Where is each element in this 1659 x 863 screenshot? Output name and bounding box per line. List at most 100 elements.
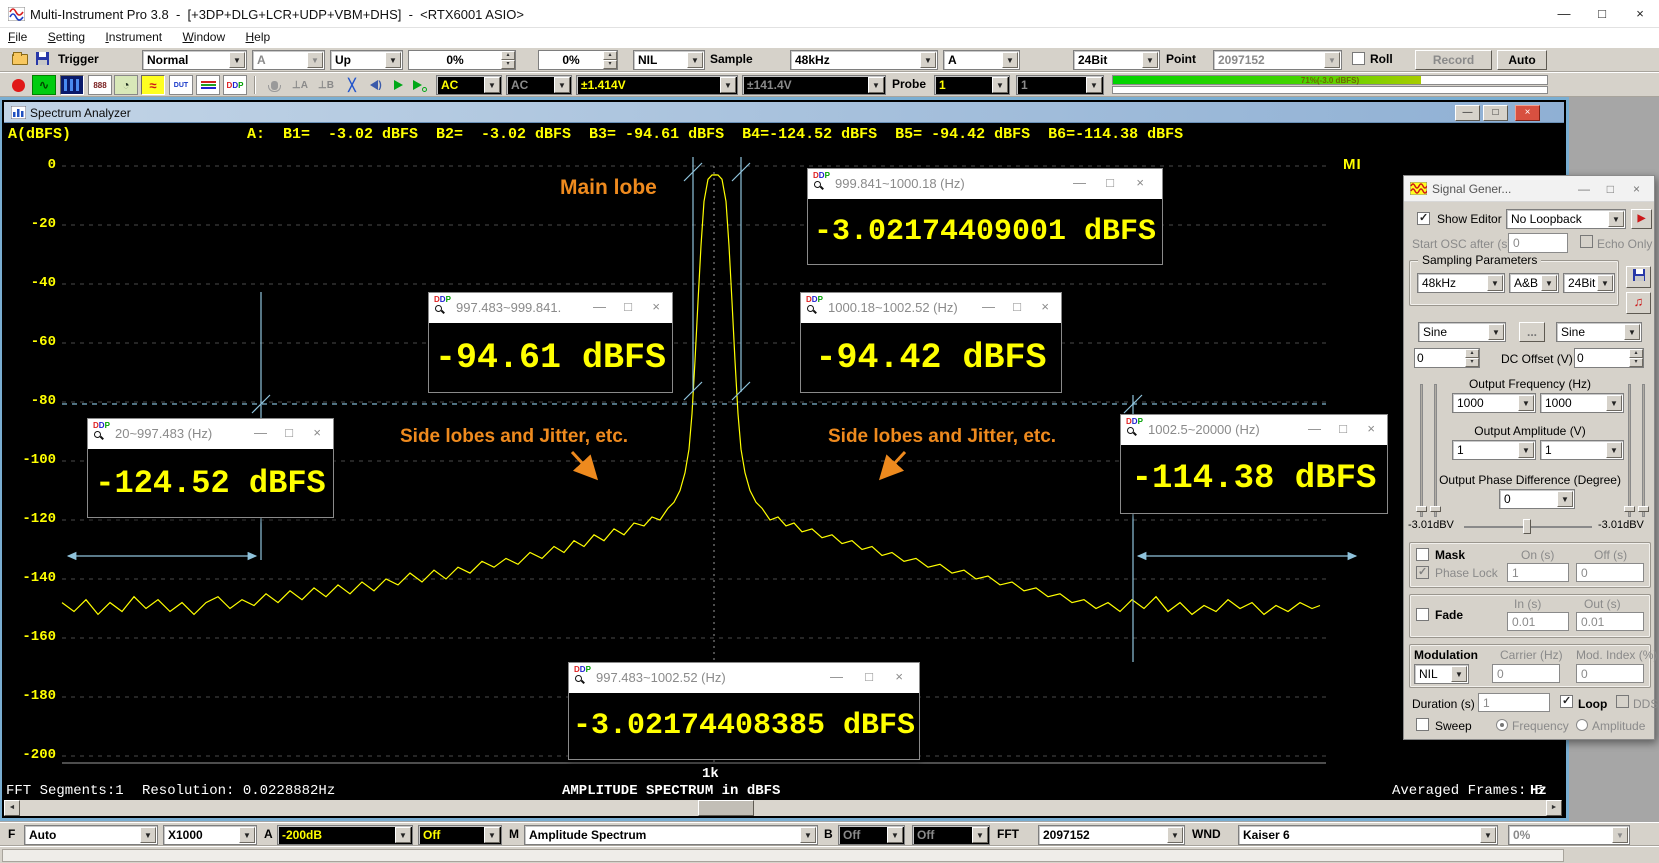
siggen-bits-select[interactable]: 24Bit ▼ [1563, 273, 1615, 293]
close-icon[interactable]: × [1136, 175, 1144, 190]
fade-checkbox[interactable] [1416, 608, 1429, 621]
loopback-select[interactable]: No Loopback ▼ [1506, 209, 1626, 229]
amplitude-slider-a1[interactable] [1420, 384, 1423, 517]
phase-select[interactable]: 0 ▼ [1499, 489, 1575, 509]
signal-generator-icon[interactable]: ≈ [141, 75, 165, 95]
coupling-a-select[interactable]: AC ▼ [436, 75, 502, 95]
chevron-down-icon[interactable]: ▼ [239, 827, 255, 843]
chevron-down-icon[interactable]: ▼ [1480, 827, 1496, 843]
trigger-level-stepper[interactable]: 0% ▴ ▾ [408, 50, 516, 70]
amplitude-slider-a2[interactable] [1434, 384, 1437, 517]
close-icon[interactable]: × [1367, 421, 1375, 436]
loop-checkbox[interactable] [1560, 694, 1573, 708]
close-icon[interactable]: × [1632, 182, 1640, 196]
ddp-viewer-icon[interactable]: DDP [223, 75, 247, 95]
chevron-down-icon[interactable]: ▼ [1002, 52, 1018, 68]
device-test-plan-icon[interactable]: DUT [169, 75, 193, 95]
range-a-select[interactable]: ±1.414V ▼ [576, 75, 738, 95]
derived-curves-icon[interactable] [196, 75, 220, 95]
app-close-button[interactable]: × [1636, 6, 1644, 21]
auto-button[interactable]: Auto [1497, 50, 1547, 70]
chevron-down-icon[interactable]: ▼ [1487, 275, 1503, 291]
frequency-a-select[interactable]: 1000 ▼ [1452, 393, 1536, 413]
chevron-down-icon[interactable]: ▼ [920, 52, 936, 68]
chevron-down-icon[interactable]: ▼ [1518, 395, 1534, 411]
amplitude-slider-b2[interactable] [1642, 384, 1645, 517]
speaker-icon[interactable]: ) [364, 75, 388, 95]
chevron-down-icon[interactable]: ▼ [1606, 395, 1622, 411]
oscilloscope-icon[interactable]: ∿ [32, 75, 56, 95]
ddp-titlebar[interactable]: DDP 997.483~999.841... — □ × [429, 293, 672, 323]
close-icon[interactable]: × [1041, 299, 1049, 314]
chevron-down-icon[interactable]: ▼ [687, 52, 703, 68]
chevron-down-icon[interactable]: ▼ [1518, 442, 1534, 458]
mask-checkbox[interactable] [1416, 548, 1429, 561]
slider-thumb[interactable] [1624, 506, 1635, 512]
spectrum-analyzer-icon[interactable] [60, 75, 84, 95]
ddp-titlebar[interactable]: DDP 997.483~1002.52 (Hz) — □ × [569, 663, 919, 693]
record-icon[interactable] [6, 75, 30, 95]
open-icon[interactable] [12, 52, 28, 65]
chevron-down-icon[interactable]: ▼ [484, 827, 500, 843]
bit-depth-select[interactable]: 24Bit ▼ [1073, 50, 1160, 70]
trigger-delay-stepper[interactable]: 0% ▴ ▾ [538, 50, 618, 70]
calibration-icon[interactable]: ╳ [348, 78, 356, 92]
trigger-hpf-select[interactable]: NIL ▼ [633, 50, 705, 70]
chevron-down-icon[interactable]: ▼ [1451, 666, 1467, 682]
dc-offset-b-stepper[interactable]: 0 ▴ ▾ [1574, 348, 1644, 368]
minimize-icon[interactable]: — [982, 299, 995, 314]
mode-select[interactable]: Amplitude Spectrum ▼ [524, 825, 818, 845]
spin-down-icon[interactable]: ▾ [501, 60, 515, 69]
siggen-rate-select[interactable]: 48kHz ▼ [1417, 273, 1505, 293]
play-loop-icon[interactable] [408, 75, 432, 95]
minimize-icon[interactable]: — [1073, 175, 1086, 190]
maximize-icon[interactable]: □ [1013, 299, 1021, 314]
ddp-window-peak[interactable]: DDP 999.841~1000.18 (Hz) — □ × -3.021744… [807, 168, 1163, 265]
ddp-window-low-band[interactable]: DDP 20~997.483 (Hz) — □ × -124.52 dBFS [87, 418, 334, 518]
spectrum-3d-icon[interactable]: ◔ [114, 75, 138, 95]
chevron-down-icon[interactable]: ▼ [229, 52, 245, 68]
save-icon[interactable] [36, 52, 49, 65]
trigger-mode-select[interactable]: Normal ▼ [142, 50, 247, 70]
close-icon[interactable]: × [313, 425, 321, 440]
amplitude-slider-b1[interactable] [1628, 384, 1631, 517]
chevron-down-icon[interactable]: ▼ [1608, 211, 1624, 227]
ddp-window-right-sidelobe[interactable]: DDP 1000.18~1002.52 (Hz) — □ × -94.42 dB… [800, 292, 1062, 393]
sampling-channel-select[interactable]: A ▼ [943, 50, 1020, 70]
frequency-b-select[interactable]: 1000 ▼ [1540, 393, 1624, 413]
spin-down-icon[interactable]: ▾ [603, 60, 617, 69]
chevron-down-icon[interactable]: ▼ [1624, 324, 1640, 340]
window-function-select[interactable]: Kaiser 6 ▼ [1238, 825, 1498, 845]
spectrum-titlebar[interactable]: Spectrum Analyzer — □ × [4, 102, 1564, 123]
siggen-notes-button[interactable]: ♫ [1626, 292, 1651, 314]
chevron-down-icon[interactable]: ▼ [1488, 324, 1504, 340]
chevron-down-icon[interactable]: ▼ [1541, 275, 1557, 291]
scroll-right-icon[interactable]: ► [1546, 800, 1562, 816]
chevron-down-icon[interactable]: ▼ [720, 77, 736, 93]
amplitude-b-select[interactable]: 1 ▼ [1540, 440, 1624, 460]
amplitude-a-select[interactable]: 1 ▼ [1452, 440, 1536, 460]
menu-instrument[interactable]: Instrument [105, 30, 163, 44]
roll-checkbox[interactable] [1352, 52, 1365, 65]
chevron-down-icon[interactable]: ▼ [140, 827, 156, 843]
slider-thumb[interactable] [1638, 506, 1649, 512]
chevron-down-icon[interactable]: ▼ [992, 77, 1008, 93]
chevron-down-icon[interactable]: ▼ [1167, 827, 1183, 843]
sweep-checkbox[interactable] [1416, 718, 1429, 731]
balance-slider-thumb[interactable] [1523, 519, 1531, 534]
spin-down-icon[interactable]: ▾ [1465, 358, 1479, 367]
spectrum-restore-button[interactable]: □ [1483, 105, 1508, 121]
close-icon[interactable]: × [652, 299, 660, 314]
chevron-down-icon[interactable]: ▼ [1142, 52, 1158, 68]
chevron-down-icon[interactable]: ▼ [800, 827, 816, 843]
chevron-down-icon[interactable]: ▼ [1597, 275, 1613, 291]
chevron-down-icon[interactable]: ▼ [484, 77, 500, 93]
freq-range-select[interactable]: Auto ▼ [24, 825, 158, 845]
waveform-b-select[interactable]: Sine ▼ [1556, 322, 1642, 342]
ddp-titlebar[interactable]: DDP 20~997.483 (Hz) — □ × [88, 419, 333, 449]
probe-a-select[interactable]: 1 ▼ [934, 75, 1010, 95]
waveform-a-select[interactable]: Sine ▼ [1418, 322, 1506, 342]
menu-help[interactable]: Help [245, 30, 271, 44]
siggen-titlebar[interactable]: Signal Gener... — □ × [1404, 176, 1654, 202]
chevron-down-icon[interactable]: ▼ [385, 52, 401, 68]
